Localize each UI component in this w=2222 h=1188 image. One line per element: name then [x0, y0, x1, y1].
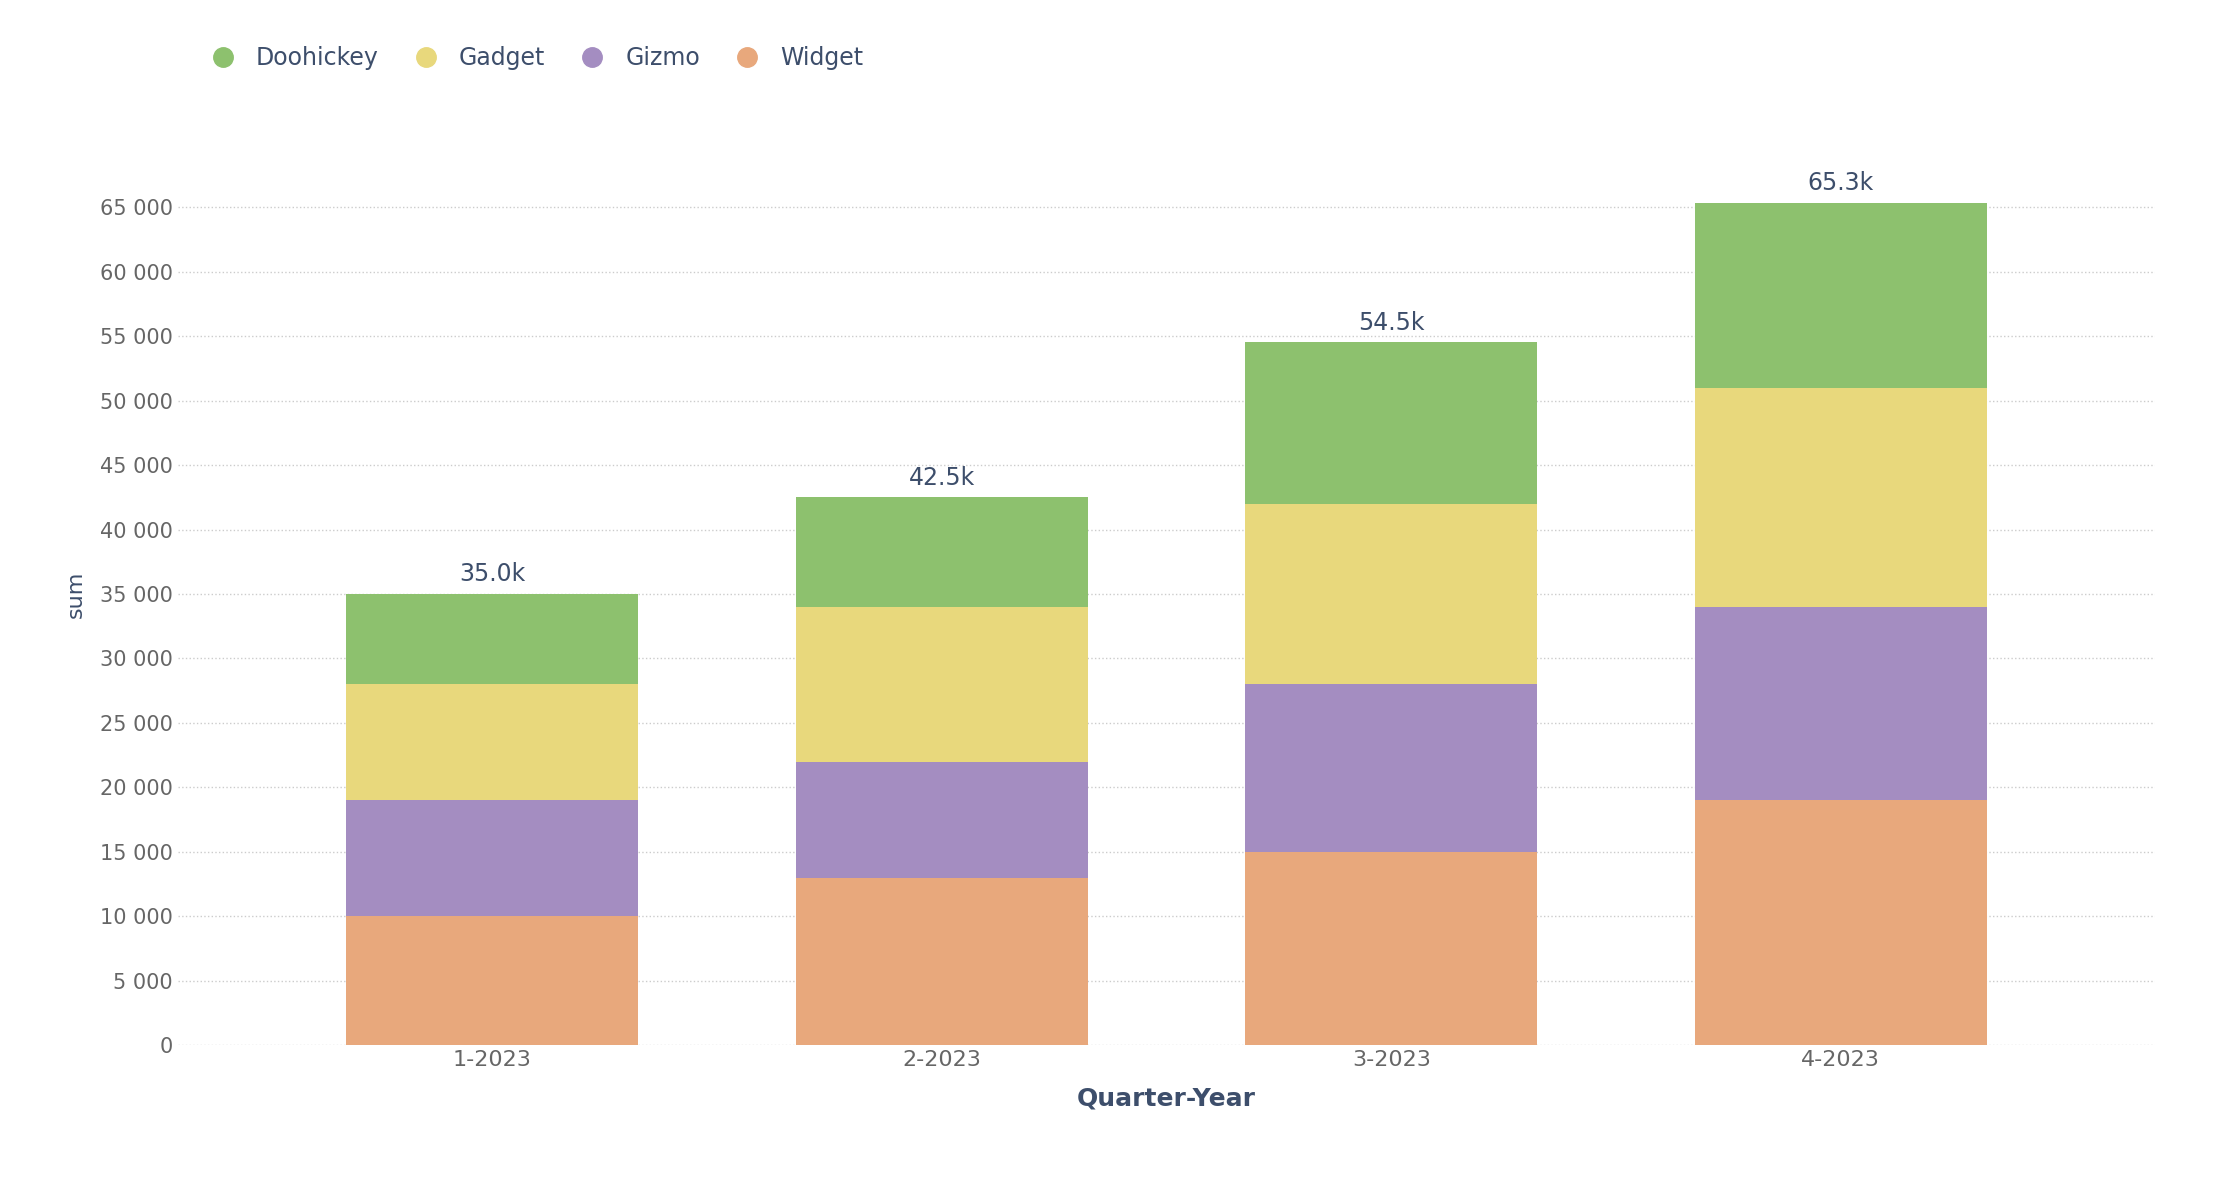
- Bar: [795, 762, 1089, 878]
- Bar: [795, 498, 1089, 607]
- Bar: [1244, 684, 1538, 852]
- X-axis label: Quarter-Year: Quarter-Year: [1078, 1087, 1255, 1111]
- Text: 65.3k: 65.3k: [1809, 171, 1873, 196]
- Bar: [1695, 203, 1986, 387]
- Bar: [1695, 607, 1986, 801]
- Bar: [347, 916, 638, 1045]
- Bar: [347, 684, 638, 801]
- Bar: [795, 878, 1089, 1045]
- Bar: [347, 801, 638, 916]
- Bar: [1244, 504, 1538, 684]
- Text: 42.5k: 42.5k: [909, 466, 975, 489]
- Bar: [347, 594, 638, 684]
- Bar: [1244, 852, 1538, 1045]
- Bar: [1695, 387, 1986, 607]
- Bar: [1244, 342, 1538, 504]
- Bar: [1695, 801, 1986, 1045]
- Legend: Doohickey, Gadget, Gizmo, Widget: Doohickey, Gadget, Gizmo, Widget: [189, 37, 873, 80]
- Bar: [795, 607, 1089, 762]
- Y-axis label: sum: sum: [67, 570, 87, 618]
- Text: 35.0k: 35.0k: [460, 562, 524, 586]
- Text: 54.5k: 54.5k: [1358, 311, 1424, 335]
